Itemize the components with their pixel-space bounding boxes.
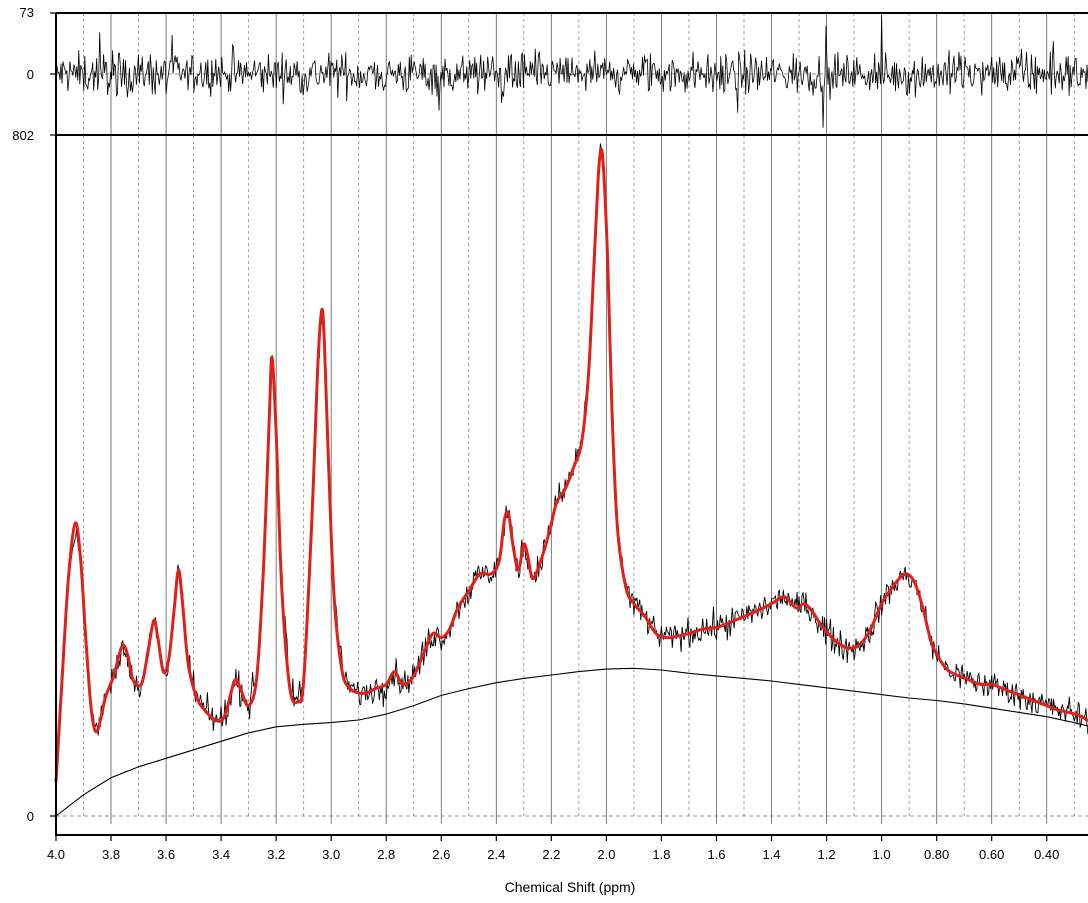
x-tick-label: 0.60 [979,847,1004,862]
x-tick-label: 2.8 [377,847,395,862]
measured-spectrum-line [55,143,1088,785]
baseline-line [55,667,1088,817]
x-tick-label: 0.80 [924,847,949,862]
x-tick-label: 1.0 [873,847,891,862]
spectrum-y-zero-label: 0 [27,809,34,824]
residual-y-max-label: 73 [20,5,34,20]
x-tick-label: 2.2 [542,847,560,862]
spectrum-y-max-label: 802 [12,128,34,143]
frame-layer [50,12,1088,841]
x-tick-label: 0.40 [1034,847,1059,862]
x-tick-label: 2.4 [487,847,505,862]
x-tick-label: 1.6 [707,847,725,862]
x-axis-label: Chemical Shift (ppm) [505,879,636,895]
x-tick-label: 2.6 [432,847,450,862]
x-tick-label: 1.4 [762,847,780,862]
x-tick-label: 1.8 [652,847,670,862]
x-tick-label: 3.8 [102,847,120,862]
residual-trace [55,15,1088,128]
x-tick-label: 1.2 [818,847,836,862]
x-tick-label: 3.2 [267,847,285,862]
series-layer [54,15,1088,817]
label-layer: 4.0 3.8 3.6 3.4 3.2 3.0 2.8 2.6 2.4 2.2 2.0 1.8 1.6 1… [12,5,1059,862]
x-tick-label: 3.0 [322,847,340,862]
x-tick-label: 2.0 [597,847,615,862]
x-tick-label: 3.4 [212,847,230,862]
x-tick-label: 4.0 [47,847,65,862]
x-tick-label: 3.6 [157,847,175,862]
residual-y-zero-label: 0 [27,67,34,82]
fit-curve [54,147,1088,783]
